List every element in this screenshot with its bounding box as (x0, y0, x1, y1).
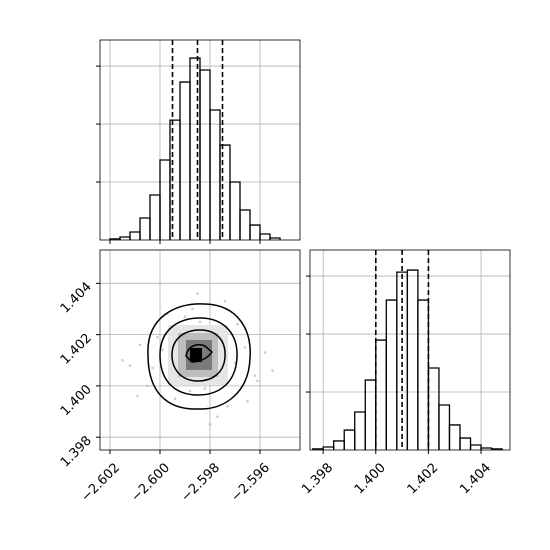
hist-step (269, 237, 281, 240)
density-layer (147, 303, 251, 410)
y-tick-label: 1.400 (58, 382, 95, 419)
scatter-point (246, 399, 249, 403)
scatter-point (236, 323, 239, 326)
hist-step (364, 379, 377, 450)
scatter-point (198, 320, 202, 324)
scatter-point (173, 397, 177, 401)
scatter-point (121, 358, 124, 362)
contour (171, 329, 226, 382)
y-tick-label: 1.402 (58, 331, 95, 368)
x-tick-label: −2.602 (78, 460, 123, 505)
scatter-point (253, 374, 257, 377)
hist-step (417, 299, 430, 450)
scatter-point (203, 387, 207, 390)
hist-step (406, 269, 419, 450)
x-tick-label: −2.596 (228, 460, 273, 505)
contour (147, 303, 251, 410)
scatter-point (223, 299, 227, 303)
hist-step (189, 57, 201, 240)
hist-step (229, 181, 241, 240)
scatter-point (146, 384, 149, 388)
hist-step (438, 404, 451, 450)
scatter-point (208, 423, 212, 426)
x-tick-label: −2.600 (128, 460, 173, 505)
scatter-point (191, 307, 194, 311)
scatter-point (156, 335, 159, 339)
hist-step (169, 119, 181, 240)
hist-step (139, 217, 151, 240)
hist-step (343, 429, 356, 450)
x-tick-label: −2.598 (178, 460, 223, 505)
density-cell (190, 348, 202, 362)
scatter-point (138, 343, 142, 347)
hist-step (119, 236, 131, 240)
plot-frame (99, 249, 301, 451)
scatter-point (151, 366, 154, 370)
hist-step (333, 440, 345, 450)
scatter-point (161, 348, 164, 352)
contour (159, 317, 238, 396)
hist-step (375, 339, 387, 450)
hist-step (354, 411, 366, 450)
x-tick-label: 1.404 (457, 460, 494, 497)
contour (185, 344, 213, 363)
scatter-point (196, 292, 199, 295)
hist-step (159, 159, 171, 240)
scatter-point (183, 315, 187, 318)
hist-step (249, 224, 261, 240)
hist-step (199, 69, 211, 240)
hist-step (427, 367, 440, 450)
y-tick-label: 1.398 (58, 433, 95, 470)
hist-step (259, 233, 271, 240)
scatter-point (243, 346, 247, 349)
x-tick-label: 1.398 (299, 460, 336, 497)
scatter-point (256, 379, 259, 383)
hist-step (209, 109, 221, 240)
hist-step (149, 194, 161, 240)
hist-step (385, 299, 398, 450)
scatter-point (188, 389, 192, 393)
hist-step (129, 231, 141, 240)
y-tick-label: 1.404 (58, 280, 95, 317)
scatter-point (216, 415, 219, 418)
hist-step (490, 448, 503, 450)
scatter-point (128, 364, 132, 367)
scatter-point (136, 394, 139, 398)
plot-frame (309, 249, 511, 451)
hist-step (448, 424, 461, 450)
scatter-point (271, 369, 274, 372)
x-tick-label: 1.400 (352, 460, 389, 497)
hist-step (239, 209, 251, 240)
hist-step (322, 446, 335, 450)
hist-step (179, 81, 191, 240)
hist-step (469, 444, 482, 450)
hist-step (219, 144, 231, 240)
x-tick-label: 1.402 (405, 460, 442, 497)
scatter-point (226, 405, 229, 408)
hist-step (459, 437, 472, 450)
scatter-point (263, 351, 267, 354)
